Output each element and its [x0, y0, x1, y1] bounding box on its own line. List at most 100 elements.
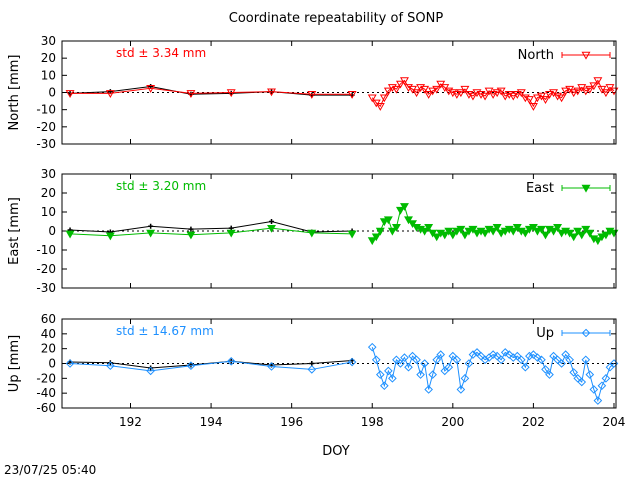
dense-point: [468, 350, 478, 359]
dense-point: [379, 94, 389, 103]
dense-point: [404, 362, 413, 372]
dense-point: [367, 94, 377, 103]
y-tick-label: 40: [41, 327, 56, 341]
dense-point: [569, 233, 579, 242]
dense-point: [589, 385, 599, 394]
dense-point: [388, 374, 397, 383]
legend-marker: [581, 51, 591, 60]
dense-point: [412, 355, 421, 365]
sparse-series-line: [70, 227, 353, 237]
legend: Up: [536, 326, 611, 341]
dense-point: [528, 224, 538, 232]
sparse-series-line: [70, 360, 353, 372]
dense-point: [557, 229, 567, 238]
reference-point: [188, 226, 194, 232]
dense-point: [480, 355, 490, 365]
dense-point: [549, 227, 559, 236]
dense-point: [420, 85, 430, 94]
dense-point: [541, 365, 550, 374]
sparse-point: [65, 90, 75, 98]
dense-point: [367, 237, 377, 246]
y-tick-label: -10: [36, 103, 56, 117]
dense-point: [488, 91, 498, 99]
dense-point: [589, 82, 599, 91]
dense-point: [496, 87, 506, 96]
sparse-point: [267, 88, 276, 97]
dense-point: [500, 92, 510, 101]
y-tick-label: 20: [41, 51, 56, 65]
dense-point: [367, 342, 377, 352]
y-tick-label: 30: [41, 34, 56, 48]
sparse-point: [65, 359, 75, 368]
dense-point: [537, 225, 546, 234]
dense-point: [440, 231, 450, 240]
dense-point: [601, 374, 611, 383]
dense-point: [508, 353, 518, 362]
legend-label: Up: [536, 326, 554, 341]
reference-point: [148, 223, 154, 229]
dense-point: [480, 92, 490, 101]
dense-point: [404, 216, 413, 225]
dense-point: [609, 229, 619, 238]
dense-point: [424, 385, 433, 394]
y-tick-label: 20: [41, 186, 56, 200]
dense-point: [432, 355, 442, 365]
reference-point: [188, 362, 194, 368]
sparse-point: [226, 356, 236, 366]
dense-point: [573, 87, 583, 96]
dense-point: [565, 229, 575, 238]
std-annotation: std ± 3.20 mm: [116, 179, 206, 193]
y-axis-label: Up [mm]: [7, 335, 22, 392]
dense-point: [541, 96, 550, 104]
dense-point: [464, 227, 474, 236]
sparse-point: [186, 231, 196, 240]
dense-point: [468, 225, 478, 234]
dense-point: [456, 385, 466, 394]
dense-point: [532, 94, 542, 103]
plot-frame: [61, 40, 617, 145]
dense-point: [512, 224, 522, 232]
std-annotation: std ± 3.34 mm: [116, 46, 206, 60]
y-tick-label: -30: [36, 137, 56, 151]
y-tick-label: 20: [41, 342, 56, 356]
reference-line: [70, 220, 353, 233]
dense-point: [448, 231, 458, 240]
sparse-point: [347, 91, 357, 99]
sparse-point: [186, 361, 196, 371]
sparse-point: [267, 224, 276, 233]
dense-point: [395, 80, 405, 89]
dense-series-line: [371, 347, 615, 403]
sparse-point: [307, 365, 317, 374]
dense-point: [500, 227, 510, 236]
x-tick-label: 204: [603, 415, 626, 429]
sparse-point: [267, 362, 276, 371]
panel-north: -30 -20 -10 0 10 20 30 North [mm] std ± 3.34 mm N…: [7, 34, 619, 151]
dense-point: [432, 85, 442, 94]
dense-point: [424, 91, 434, 99]
dense-point: [400, 203, 409, 211]
y-tick-label: -20: [36, 262, 56, 276]
dense-point: [520, 229, 530, 238]
dense-point: [597, 233, 607, 242]
dense-point: [416, 370, 425, 379]
dense-point: [408, 220, 417, 229]
sparse-point: [146, 366, 155, 376]
y-tick-label: 60: [41, 312, 56, 326]
timestamp: 23/07/25 05:40: [4, 463, 96, 477]
dense-point: [593, 237, 603, 246]
dense-point: [412, 89, 422, 98]
dense-point: [593, 77, 603, 86]
dense-point: [585, 85, 595, 94]
dense-point: [464, 359, 474, 368]
dense-point: [436, 350, 446, 359]
x-tick-label: 198: [361, 415, 384, 429]
dense-point: [508, 92, 518, 101]
dense-point: [593, 396, 603, 405]
dense-point: [460, 231, 470, 240]
dense-point: [601, 89, 611, 98]
std-annotation: std ± 14.67 mm: [116, 324, 214, 338]
x-axis-label: DOY: [322, 444, 350, 459]
x-tick-label: 200: [441, 415, 464, 429]
dense-point: [496, 355, 506, 365]
